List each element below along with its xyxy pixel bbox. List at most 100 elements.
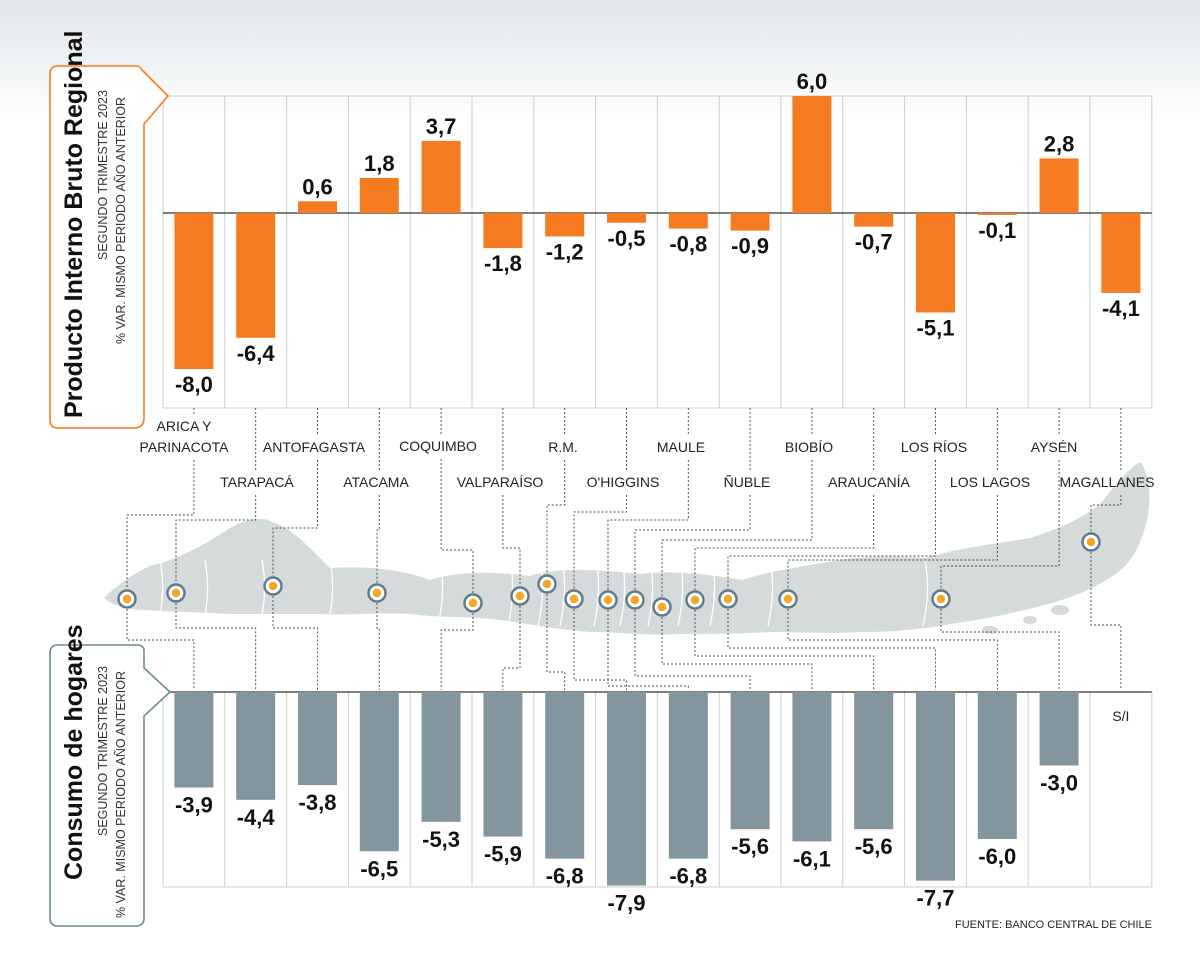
map-marker-dot xyxy=(468,598,478,608)
connector-line xyxy=(126,609,195,690)
pib-data-label: -8,0 xyxy=(175,372,213,397)
consumo-subtitle-2: % VAR. MISMO PERIODO AÑO ANTERIOR xyxy=(114,671,128,918)
pib-data-label: -0,8 xyxy=(669,232,707,257)
connector-line xyxy=(1090,495,1122,532)
chile-map-shape xyxy=(104,462,1150,635)
pib-data-label: 2,8 xyxy=(1044,131,1075,156)
region-label: MAGALLANES xyxy=(1060,474,1155,490)
region-border xyxy=(677,559,684,627)
connector-line xyxy=(1090,552,1122,690)
consumo-subtitle-1: SEGUNDO TRIMESTRE 2023 xyxy=(96,666,110,836)
map-marker-dot xyxy=(268,581,278,591)
map-island xyxy=(1093,556,1107,564)
pib-data-label: -4,1 xyxy=(1102,296,1140,321)
map-marker-dot xyxy=(1086,537,1096,547)
connector-line xyxy=(573,609,627,690)
pib-data-label: 3,7 xyxy=(426,114,457,139)
region-border xyxy=(157,559,164,627)
pib-data-label: -0,5 xyxy=(608,226,646,251)
source-note: FUENTE: BANCO CENTRAL DE CHILE xyxy=(955,919,1152,931)
connector-line xyxy=(440,459,474,593)
connector-line xyxy=(787,495,998,589)
region-label: LOS LAGOS xyxy=(950,474,1030,490)
region-border xyxy=(709,559,716,627)
pib-bar xyxy=(668,213,708,229)
pib-data-label: 0,6 xyxy=(302,174,333,199)
consumo-bar xyxy=(607,692,646,886)
pib-data-label: 6,0 xyxy=(797,69,828,94)
connector-line xyxy=(546,594,566,690)
connector-line xyxy=(661,617,813,690)
pib-bar xyxy=(545,213,585,237)
map-marker-dot xyxy=(690,595,700,605)
pib-bar xyxy=(854,213,894,227)
region-label: MAULE xyxy=(657,439,705,455)
region-label: BIOBÍO xyxy=(785,439,833,455)
map-marker-dot xyxy=(657,602,667,612)
region-label: ARICA Y xyxy=(157,418,213,434)
map-marker-dot xyxy=(569,594,579,604)
region-label: PARINACOTA xyxy=(140,439,230,455)
pib-bar xyxy=(483,213,523,249)
region-border xyxy=(559,559,566,627)
connector-line xyxy=(694,610,875,690)
pib-data-label: -6,4 xyxy=(237,341,276,366)
region-label: LOS RÍOS xyxy=(901,439,967,455)
connector-line xyxy=(126,460,195,589)
map-marker-dot xyxy=(372,588,382,598)
consumo-bar xyxy=(421,692,461,822)
map-island xyxy=(860,624,880,632)
consumo-data-label: -7,9 xyxy=(608,891,646,916)
pib-data-label: -1,2 xyxy=(546,239,584,264)
pib-data-label: -5,1 xyxy=(917,315,955,340)
connector-line xyxy=(573,495,627,589)
map-island xyxy=(1051,605,1069,615)
consumo-bar xyxy=(298,692,337,786)
pib-bar xyxy=(298,201,337,213)
consumo-bar xyxy=(854,692,894,830)
consumo-data-label: -7,7 xyxy=(917,886,955,911)
consumo-data-label: -6,1 xyxy=(793,846,831,871)
pib-bar xyxy=(792,96,832,213)
consumo-title: Consumo de hogares xyxy=(60,624,88,880)
header-gradient-band xyxy=(0,0,1200,120)
consumo-data-label: -6,8 xyxy=(546,864,584,889)
map-island xyxy=(1126,516,1138,524)
connector-line xyxy=(272,596,318,690)
connector-line xyxy=(787,609,998,690)
pib-data-label: -0,7 xyxy=(855,230,893,255)
pib-data-label: -0,1 xyxy=(978,218,1016,243)
pib-bar xyxy=(421,140,461,213)
region-label: ANTOFAGASTA xyxy=(263,439,366,455)
pib-bar xyxy=(607,213,646,223)
pib-bar xyxy=(236,213,276,338)
consumo-title-panel: Consumo de hogares SEGUNDO TRIMESTRE 202… xyxy=(49,624,172,927)
region-label: R.M. xyxy=(548,439,578,455)
consumo-data-label: -6,0 xyxy=(978,844,1016,869)
connector-line xyxy=(661,460,813,597)
map-markers xyxy=(117,532,1101,617)
connector-line xyxy=(727,460,936,589)
map-island xyxy=(1135,482,1145,490)
pib-bar xyxy=(359,177,399,213)
region-label: O'HIGGINS xyxy=(587,474,660,490)
connector-line xyxy=(634,610,751,690)
region-border xyxy=(647,559,654,627)
consumo-data-label: -5,6 xyxy=(731,834,769,859)
map-marker-dot xyxy=(723,594,733,604)
consumo-data-label: -3,9 xyxy=(175,793,213,818)
pib-subtitle-1: SEGUNDO TRIMESTRE 2023 xyxy=(96,90,110,260)
region-border xyxy=(259,559,266,627)
region-label: TARAPACÁ xyxy=(220,474,294,490)
pib-subtitle-2: % VAR. MISMO PERIODO AÑO ANTERIOR xyxy=(114,97,128,344)
region-border xyxy=(437,559,444,627)
connector-line xyxy=(175,495,257,583)
connector-line xyxy=(546,460,566,574)
region-label: ÑUBLE xyxy=(724,474,771,490)
consumo-data-label: -5,9 xyxy=(484,842,522,867)
consumo-bar xyxy=(792,692,832,842)
map-marker-dot xyxy=(122,594,132,604)
connector-line xyxy=(175,603,257,690)
connector-line xyxy=(272,460,318,576)
pib-chart: -8,0 -6,4 0,6 1,8 3,7 -1,8 -1,2 -0,5 -0,8 -0,9 6,0… xyxy=(163,69,1152,397)
